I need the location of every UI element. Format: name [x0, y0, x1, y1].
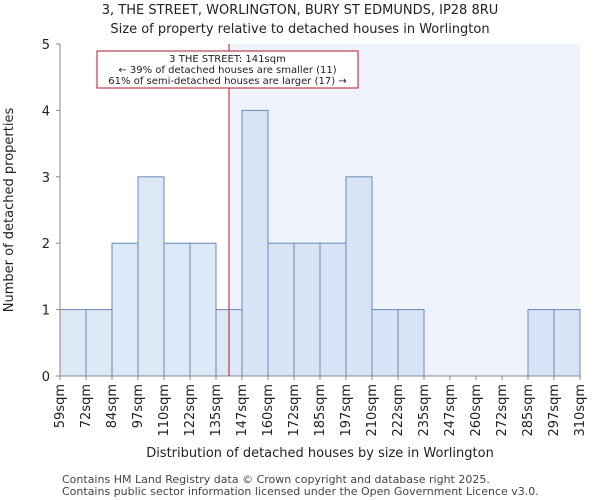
- x-ticks-group: 59sqm 72sqm 84sqm 97sqm 110sqm 122sqm 135sqm 14…: [53, 376, 588, 437]
- x-tick-label: 172sqm: [287, 384, 302, 437]
- x-tick-label: 272sqm: [495, 384, 510, 437]
- bar-197sqm: [345, 176, 373, 377]
- x-tick-label: 84sqm: [105, 384, 120, 428]
- chart-subtitle: Size of property relative to detached ho…: [110, 22, 489, 37]
- annotation-line-3: 61% of semi-detached houses are larger (…: [108, 76, 346, 87]
- x-tick-label: 147sqm: [235, 384, 250, 437]
- bar-72sqm: [85, 309, 113, 377]
- annotation-box: [96, 50, 359, 89]
- chart-title: 3, THE STREET, WORLINGTON, BURY ST EDMUN…: [102, 3, 499, 18]
- x-tick-label: 285sqm: [521, 384, 536, 437]
- y-tick-label: 2: [42, 237, 50, 252]
- y-tick-label: 1: [42, 304, 50, 319]
- x-tick-label: 222sqm: [391, 384, 406, 437]
- y-axis-label: Number of detached properties: [2, 108, 17, 313]
- x-tick-label: 122sqm: [183, 384, 198, 437]
- x-tick-label: 297sqm: [547, 384, 562, 437]
- x-axis-label: Distribution of detached houses by size …: [146, 446, 494, 461]
- x-tick-label: 135sqm: [209, 384, 224, 437]
- x-tick-label: 210sqm: [365, 384, 380, 437]
- bar-185sqm: [319, 242, 347, 377]
- bar-147sqm: [241, 109, 269, 377]
- x-tick-label: 235sqm: [417, 384, 432, 437]
- bar-84sqm: [111, 242, 139, 377]
- x-tick-label: 72sqm: [79, 384, 94, 428]
- x-tick-label: 260sqm: [469, 384, 484, 437]
- bar-97sqm: [137, 176, 165, 377]
- y-ticks-group: 0 1 2 3 4 5: [42, 38, 60, 385]
- bar-122sqm: [189, 242, 217, 377]
- x-tick-label: 160sqm: [261, 384, 276, 437]
- x-tick-label: 310sqm: [573, 384, 588, 437]
- x-tick-label: 97sqm: [131, 384, 146, 428]
- bar-285sqm: [527, 309, 555, 377]
- x-tick-label: 185sqm: [313, 384, 328, 437]
- x-tick-label: 110sqm: [157, 384, 172, 437]
- footer-line-1: Contains HM Land Registry data © Crown c…: [62, 473, 490, 486]
- footer-line-2: Contains public sector information licen…: [62, 485, 539, 498]
- bar-297sqm: [553, 309, 581, 377]
- annotation-line-2: ← 39% of detached houses are smaller (11…: [118, 65, 336, 76]
- y-tick-label: 5: [42, 38, 50, 53]
- x-tick-label: 59sqm: [53, 384, 68, 428]
- bar-110sqm: [163, 242, 191, 377]
- bar-222sqm: [397, 309, 425, 377]
- bars-group: [59, 109, 581, 377]
- x-tick-label: 197sqm: [339, 384, 354, 437]
- bar-160sqm: [267, 242, 295, 377]
- x-tick-label: 247sqm: [443, 384, 458, 437]
- y-tick-label: 4: [42, 104, 50, 119]
- bar-210sqm: [371, 309, 399, 377]
- y-tick-label: 3: [42, 171, 50, 186]
- bar-59sqm: [59, 309, 87, 377]
- bar-172sqm: [293, 242, 321, 377]
- annotation-line-1: 3 THE STREET: 141sqm: [169, 54, 286, 65]
- y-tick-label: 0: [42, 370, 50, 385]
